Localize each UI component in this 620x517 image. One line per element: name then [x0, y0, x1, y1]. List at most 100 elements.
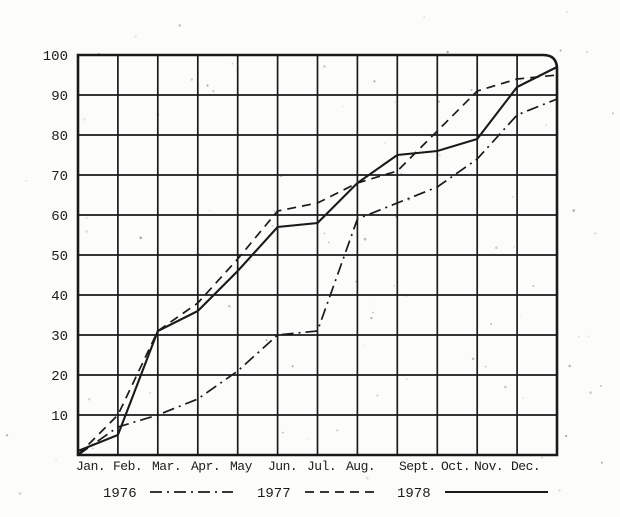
scan-speckle — [522, 397, 524, 399]
scan-speckle — [594, 232, 597, 235]
scan-speckle — [178, 24, 181, 27]
scan-speckle — [231, 63, 234, 65]
scan-speckle — [541, 456, 544, 459]
scan-speckle — [363, 344, 365, 347]
scan-speckle — [336, 429, 339, 432]
scan-speckle — [85, 217, 88, 219]
scan-speckle — [273, 210, 276, 213]
scan-speckle — [18, 492, 22, 495]
scan-speckle — [209, 209, 211, 212]
scan-speckle — [564, 434, 568, 438]
y-tick-label: 80 — [51, 129, 68, 145]
x-tick-label: Mar. — [152, 459, 181, 474]
scan-speckle — [572, 209, 575, 212]
y-tick-label: 20 — [51, 369, 68, 385]
scan-speckle — [85, 230, 89, 233]
scan-speckle — [372, 311, 374, 314]
scan-speckle — [423, 16, 426, 18]
scan-speckle — [568, 364, 571, 368]
scan-speckle — [323, 65, 326, 68]
scan-speckle — [149, 392, 151, 394]
scan-speckle — [471, 357, 475, 361]
x-tick-label: Nov. — [474, 459, 503, 474]
y-tick-label: 90 — [51, 89, 68, 105]
x-tick-label: Aug. — [346, 459, 375, 474]
scan-speckle — [589, 391, 592, 394]
scan-speckle — [83, 117, 86, 121]
scan-speckle — [88, 398, 91, 401]
y-tick-label: 50 — [51, 249, 68, 265]
scan-speckle — [370, 316, 373, 320]
x-tick-label: Oct. — [441, 459, 470, 474]
scan-speckle — [513, 246, 515, 248]
scan-speckle — [213, 91, 215, 93]
legend-label-1977: 1977 — [257, 486, 291, 502]
scan-speckle — [291, 365, 294, 368]
y-tick-label: 40 — [51, 289, 68, 305]
scan-speckle — [190, 78, 194, 81]
scan-speckle — [512, 196, 514, 198]
scan-speckle — [394, 101, 396, 103]
scan-speckle — [55, 458, 58, 461]
scan-speckle — [342, 105, 345, 108]
scan-speckle — [25, 180, 27, 182]
scan-speckle — [308, 438, 310, 440]
y-tick-label: 100 — [43, 49, 68, 65]
scan-speckle — [532, 285, 535, 287]
y-tick-label: 70 — [51, 169, 68, 185]
scan-speckle — [484, 365, 487, 368]
scan-speckle — [281, 431, 284, 434]
scan-speckle — [519, 316, 521, 318]
scan-speckle — [92, 447, 94, 450]
scan-speckle — [578, 335, 580, 338]
series-line-1978 — [77, 66, 558, 452]
scan-speckle — [600, 461, 603, 464]
x-tick-label: May — [230, 459, 253, 474]
scan-speckle — [490, 323, 493, 325]
scan-speckle — [355, 280, 357, 283]
scan-speckle — [363, 237, 367, 241]
scan-speckle — [438, 154, 441, 157]
scan-speckle — [470, 88, 473, 91]
x-tick-label: Jun. — [268, 459, 297, 474]
series-line-1976 — [77, 98, 558, 456]
scan-speckle — [588, 335, 590, 337]
scan-speckle — [328, 241, 330, 244]
scan-speckle — [206, 84, 209, 87]
scan-speckle — [600, 385, 602, 387]
x-tick-label: Jul. — [307, 459, 336, 474]
scan-speckle — [437, 100, 441, 103]
scan-speckle — [139, 236, 142, 240]
legend-label-1976: 1976 — [103, 486, 137, 502]
scan-speckle — [393, 284, 396, 287]
scan-speckle — [365, 476, 369, 480]
x-tick-label: Feb. — [113, 459, 142, 474]
scan-speckle — [612, 112, 614, 115]
scan-speckle — [446, 50, 449, 54]
x-tick-label: Sept. — [399, 459, 436, 474]
x-tick-label: Dec. — [511, 459, 540, 474]
scan-speckle — [520, 80, 522, 83]
x-tick-label: Jan. — [76, 459, 105, 474]
scan-speckle — [271, 224, 274, 227]
series-line-1977 — [77, 74, 558, 456]
scan-speckle — [376, 394, 379, 397]
scan-speckle — [586, 51, 588, 53]
scan-speckle — [228, 304, 231, 308]
y-tick-label: 60 — [51, 209, 68, 225]
scan-speckle — [373, 80, 376, 83]
scan-speckle — [369, 296, 371, 298]
scan-speckle — [406, 378, 408, 380]
y-tick-label: 10 — [51, 409, 68, 425]
scan-speckle — [504, 385, 507, 389]
scan-speckle — [249, 259, 252, 262]
scan-speckle — [545, 124, 547, 126]
scan-speckle — [265, 339, 268, 342]
scan-speckle — [212, 90, 214, 92]
scan-speckle — [566, 11, 569, 14]
scan-speckle — [558, 489, 561, 492]
scan-speckle — [559, 49, 562, 52]
scan-speckle — [5, 434, 9, 437]
